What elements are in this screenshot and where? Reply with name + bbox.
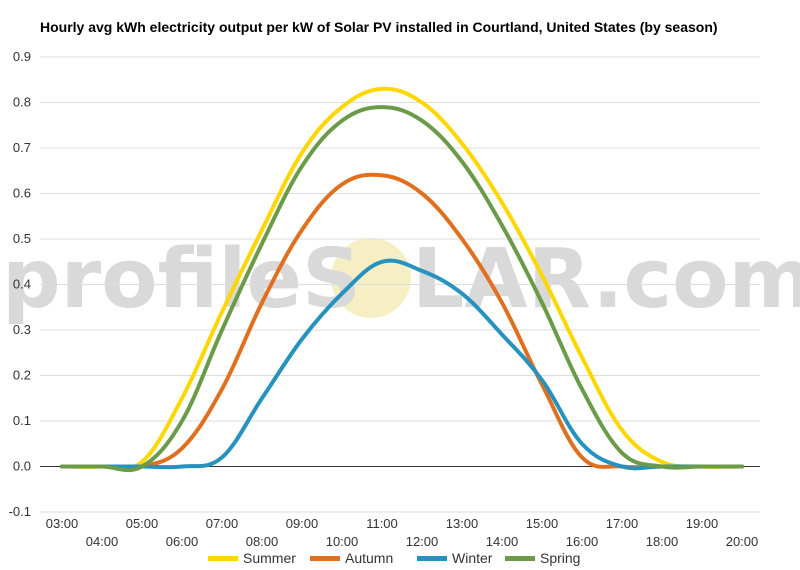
x-tick-label: 17:00 (606, 516, 639, 531)
x-tick-label: 14:00 (486, 534, 519, 549)
x-tick-label: 04:00 (86, 534, 119, 549)
y-tick-label: 0.2 (13, 368, 31, 383)
y-tick-label: 0.0 (13, 459, 31, 474)
x-tick-label: 11:00 (366, 516, 398, 531)
x-tick-label: 08:00 (246, 534, 279, 549)
y-tick-label: 0.4 (13, 277, 31, 292)
watermark: profileS LAR.com (2, 232, 800, 327)
x-tick-label: 06:00 (166, 534, 199, 549)
x-tick-label: 03:00 (46, 516, 79, 531)
grid (40, 56, 760, 513)
x-tick-label: 15:00 (526, 516, 559, 531)
x-tick-label: 13:00 (446, 516, 479, 531)
series-line-summer (60, 86, 744, 471)
series (60, 86, 744, 473)
x-tick-label: 19:00 (686, 516, 719, 531)
watermark-text-right: LAR.com (412, 232, 800, 327)
y-tick-label: 0.1 (13, 413, 31, 428)
x-tick-label: 05:00 (126, 516, 159, 531)
y-tick-label: 0.5 (13, 231, 31, 246)
y-tick-label: 0.7 (13, 140, 31, 155)
chart-title: Hourly avg kWh electricity output per kW… (40, 19, 718, 35)
x-tick-label: 10:00 (326, 534, 359, 549)
x-tick-label: 09:00 (286, 516, 319, 531)
y-tick-label: 0.9 (13, 49, 31, 64)
legend-label-autumn: Autumn (345, 550, 393, 566)
x-tick-label: 12:00 (406, 534, 439, 549)
legend-swatch-autumn (310, 556, 340, 561)
legend: Summer Autumn Winter Spring (208, 550, 580, 566)
x-tick-label: 16:00 (566, 534, 599, 549)
y-tick-label: 0.6 (13, 186, 31, 201)
watermark-text-left: profileS (2, 232, 361, 327)
legend-swatch-spring (505, 556, 535, 561)
legend-swatch-summer (208, 556, 238, 561)
y-tick-label: -0.1 (9, 504, 31, 519)
watermark-sun-icon (331, 238, 411, 318)
x-tick-label: 07:00 (206, 516, 239, 531)
x-tick-label: 20:00 (726, 534, 759, 549)
legend-label-spring: Spring (540, 550, 580, 566)
series-line-spring (60, 105, 744, 473)
series-line-winter (60, 258, 744, 471)
legend-label-summer: Summer (243, 550, 296, 566)
x-tick-label: 18:00 (646, 534, 679, 549)
axes: -0.1 0.0 0.1 0.2 0.3 0.4 0.5 0.6 0.7 0.8 0.9 03:00 0… (9, 49, 759, 549)
y-tick-label: 0.3 (13, 322, 31, 337)
legend-swatch-winter (417, 556, 447, 561)
y-tick-label: 0.8 (13, 95, 31, 110)
legend-label-winter: Winter (452, 550, 493, 566)
